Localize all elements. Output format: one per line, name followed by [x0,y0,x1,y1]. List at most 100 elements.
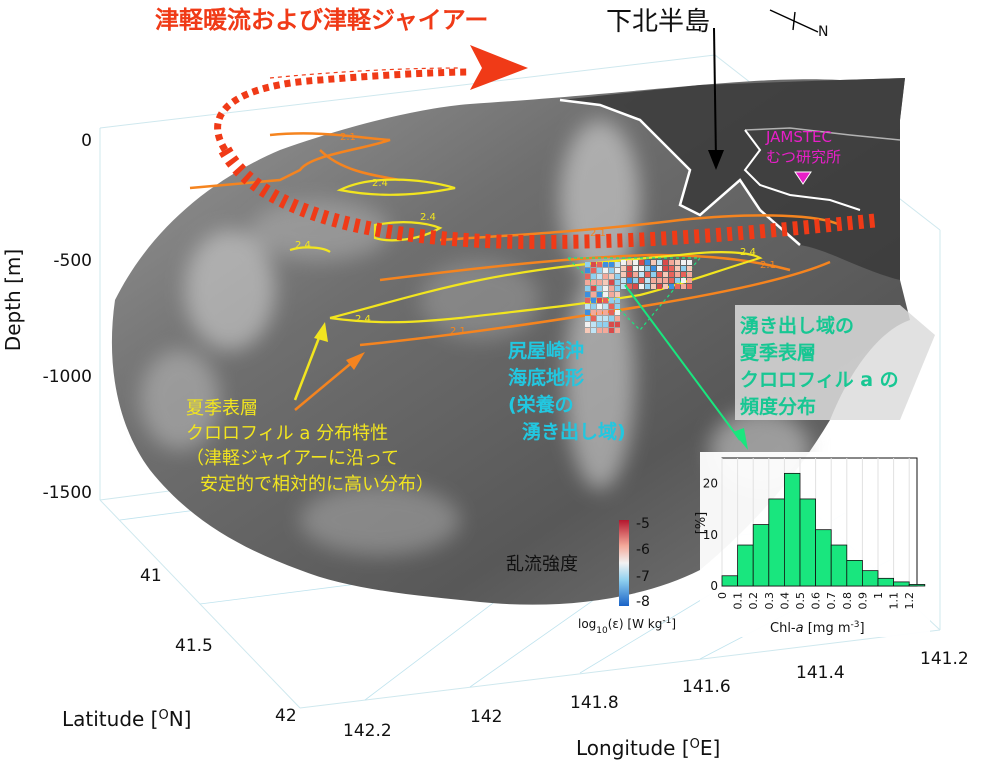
turbulence-cell [615,310,620,315]
turbulence-cell [627,266,632,271]
turbulence-cell [645,260,650,265]
histogram-bar [908,584,926,587]
summer-line-3: （津軽ジャイアーに沿って [186,448,399,469]
lon-tick-141-8: 141.8 [570,693,619,713]
turbulence-cell [615,286,620,291]
turbulence-cell [675,260,680,265]
turbulence-colorbar: -5 -6 -7 -8 乱流強度 log10(ε) [W kg-1] [506,516,676,636]
histogram-xtick: 0.3 [763,592,776,610]
contour-label-orange-2: 2.1 [760,260,776,271]
shiriya-line-4: 湧き出し域) [522,420,626,443]
turbulence-cell [621,278,626,283]
upwelling-line-4: 頻度分布 [740,395,816,418]
turbulence-cell [651,284,656,289]
turbulence-cell [603,262,608,267]
contour-label-orange-3: 2.1 [450,326,466,337]
depth-ticks: 0 -500 -1000 -1500 [43,131,92,503]
turbulence-cell [681,272,686,277]
turbulence-cell [651,266,656,271]
turbulence-cell [591,310,596,315]
summer-line-1: 夏季表層 [186,398,258,419]
longitude-ticks: 142.2 142 141.8 141.6 141.4 141.2 [343,649,969,741]
turbulence-cell [603,298,608,303]
turbulence-cell [675,266,680,271]
turbulence-cell [597,280,602,285]
turbulence-cell [609,304,614,309]
depth-tick-500: -500 [53,251,92,271]
histogram-xlabel: Chl-a [mg m-3] [770,620,865,636]
histogram-bar [830,544,848,587]
shiriya-annotation: 尻屋崎沖 海底地形 (栄養の 湧き出し域) [508,339,626,443]
turbulence-cell [687,266,692,271]
turbulence-cell [603,268,608,273]
turbulence-cell [597,286,602,291]
turbulence-cell [633,278,638,283]
turbulence-cell [669,272,674,277]
turbulence-cell [597,304,602,309]
turbulence-cell [591,262,596,267]
upwelling-line-3: クロロフィル a の [740,369,899,391]
depth-tick-1000: -1000 [43,367,92,387]
turbulence-cell [597,274,602,279]
longitude-axis-label: Longitude [OE] [576,736,720,760]
cb-tick-6: -6 [636,542,650,558]
turbulence-cell [687,260,692,265]
lat-tick-41-5: 41.5 [175,636,213,656]
histogram-xtick: 0.9 [856,592,869,610]
summer-chl-annotation: 夏季表層 クロロフィル a 分布特性 （津軽ジャイアーに沿って 安定的で相対的に… [186,398,434,495]
turbulence-cell [615,298,620,303]
turbulence-cell [585,292,590,297]
turbulence-cell [603,280,608,285]
lon-tick-141-4: 141.4 [796,663,845,683]
turbulence-cell [639,272,644,277]
turbulence-cell [591,304,596,309]
gyre-arrowhead [470,45,528,90]
turbulence-cell [591,322,596,327]
histogram-bar [862,570,879,587]
tsugaru-gyre-path [214,67,881,250]
turbulence-cell [675,278,680,283]
turbulence-cell [663,278,668,283]
turbulence-cell [597,316,602,321]
histogram-ytick: 0 [710,579,718,593]
turbulence-cell [603,292,608,297]
turbulence-cell [615,292,620,297]
peninsula-label: 下北半島 [606,7,710,37]
turbulence-cell [609,310,614,315]
turbulence-cell [585,298,590,303]
upwelling-line-1: 湧き出し域の [740,314,854,337]
histogram-xtick: 1.1 [888,592,901,610]
turbulence-cell [609,298,614,303]
north-label: N [818,24,828,40]
contour-label-yellow-2: 2.4 [420,212,436,223]
shiriya-line-1: 尻屋崎沖 [508,339,584,362]
turbulence-cell [639,260,644,265]
turbulence-cell [657,260,662,265]
turbulence-cell [615,304,620,309]
histogram-bar [768,498,785,587]
turbulence-cell [585,274,590,279]
contour-label-yellow-3: 2.4 [295,240,311,251]
histogram-bar [877,577,895,587]
histogram-xtick: 1 [872,592,885,599]
turbulence-cell [645,266,650,271]
histogram-bar [721,575,739,587]
histogram-bar [893,581,910,587]
cb-tick-8: -8 [636,594,650,610]
summer-line-2: クロロフィル a 分布特性 [186,423,388,444]
lon-tick-142-2: 142.2 [343,721,392,741]
depth-tick-1500: -1500 [43,483,92,503]
turbulence-cell [615,274,620,279]
turbulence-cell [603,310,608,315]
turbulence-cell [585,304,590,309]
turbulence-cell [597,310,602,315]
histogram-xtick: 0.6 [810,592,823,610]
turbulence-cell [585,262,590,267]
turbulence-cell [681,260,686,265]
turbulence-cell [591,286,596,291]
turbulence-cell [597,292,602,297]
contour-label-yellow-5: 2.4 [740,247,756,258]
lon-tick-141-6: 141.6 [682,677,731,697]
